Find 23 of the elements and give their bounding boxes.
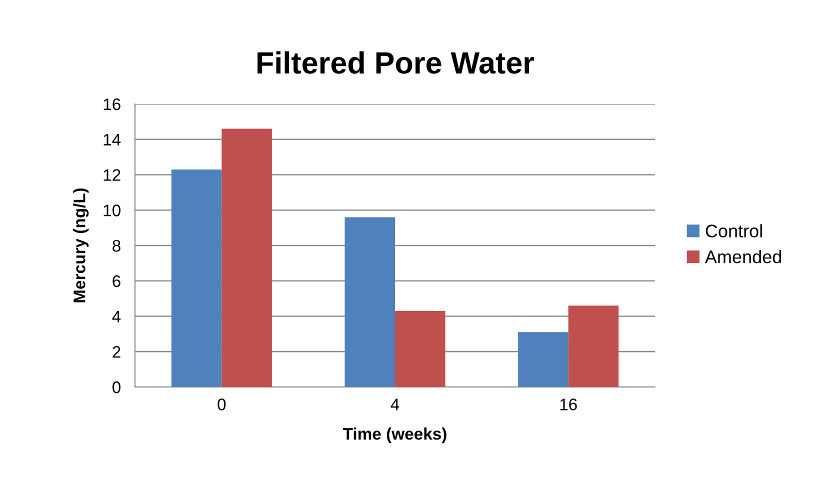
bar <box>222 128 272 387</box>
y-tick-label: 6 <box>112 275 120 288</box>
bar <box>518 332 568 387</box>
y-tick-label: 12 <box>104 169 120 181</box>
x-tick-label: 16 <box>560 398 577 410</box>
chart-title: Filtered Pore Water <box>258 51 534 74</box>
bar <box>171 169 222 387</box>
legend-label: Amended <box>704 250 782 264</box>
legend-label: Control <box>706 224 762 238</box>
x-tick-label: 0 <box>218 398 226 410</box>
y-tick-label: 8 <box>112 240 120 252</box>
y-tick-label: 16 <box>104 98 120 110</box>
bar <box>344 217 395 387</box>
x-axis-title: Time (weeks) <box>343 428 446 444</box>
bar <box>568 306 619 387</box>
x-tick-label: 4 <box>390 398 400 410</box>
y-tick-label: 4 <box>112 310 121 322</box>
y-axis-title: Mercury (ng/L) <box>73 188 89 302</box>
y-tick-label: 14 <box>104 134 121 146</box>
bar <box>395 310 446 387</box>
y-tick-label: 0 <box>112 381 120 394</box>
y-tick-label: 10 <box>104 204 120 216</box>
y-tick-label: 2 <box>112 346 120 358</box>
